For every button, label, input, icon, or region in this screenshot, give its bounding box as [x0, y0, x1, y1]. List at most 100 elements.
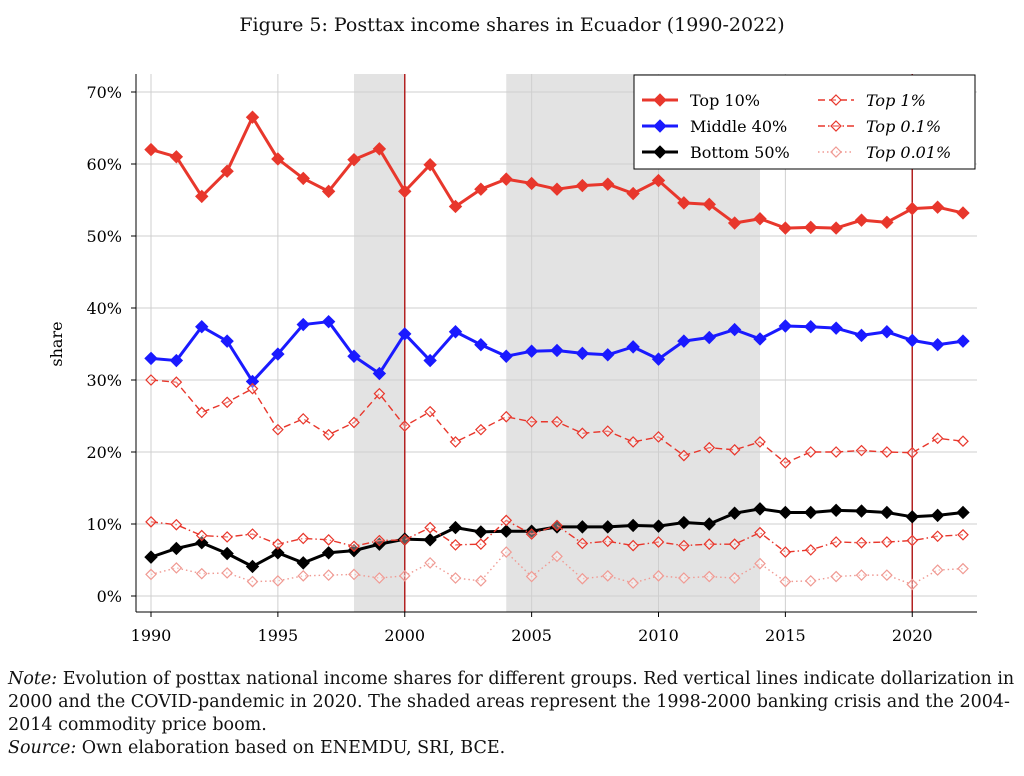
data-point — [372, 142, 387, 156]
y-tick-label: 40% — [86, 299, 122, 318]
data-point — [779, 546, 792, 558]
data-point — [296, 317, 310, 332]
data-point — [957, 528, 969, 541]
data-point — [626, 340, 640, 354]
legend-swatch-marker — [653, 145, 667, 159]
data-point — [576, 427, 589, 440]
data-point — [170, 376, 183, 389]
data-point — [652, 569, 665, 582]
data-point — [957, 562, 969, 575]
data-point — [601, 177, 615, 191]
legend-label: Top 0.1% — [866, 117, 941, 136]
data-point — [195, 529, 208, 542]
data-point — [601, 520, 615, 534]
data-point — [551, 519, 563, 532]
legend-swatch-marker — [653, 93, 667, 107]
data-point — [297, 413, 310, 425]
data-point — [804, 505, 818, 520]
data-point — [474, 525, 488, 539]
data-point — [778, 319, 793, 333]
data-point — [880, 325, 894, 339]
data-point — [398, 184, 412, 199]
data-point — [703, 538, 716, 551]
source-label: Source: — [8, 738, 77, 758]
data-point — [930, 508, 945, 523]
data-point — [500, 410, 513, 423]
data-point — [931, 530, 944, 543]
data-point — [220, 334, 234, 348]
data-point — [348, 568, 360, 581]
data-point — [144, 142, 158, 157]
data-point — [195, 567, 208, 580]
data-point — [195, 320, 209, 334]
data-point — [499, 349, 513, 363]
x-tick-label: 1990 — [131, 626, 172, 645]
data-point — [475, 575, 487, 587]
data-point — [398, 420, 411, 432]
data-point — [246, 382, 259, 395]
data-point — [854, 213, 869, 227]
data-point — [956, 505, 970, 520]
data-point — [322, 533, 335, 546]
y-tick-label: 20% — [86, 443, 122, 462]
data-point — [601, 348, 615, 362]
series-bottom-50- — [144, 502, 970, 574]
axes: 0% 10% 20% 30% 40% 50% 60% 70% 1990 1995 2000 2005 2… — [47, 74, 977, 645]
data-point — [145, 568, 157, 581]
data-point — [575, 346, 590, 361]
data-point — [271, 152, 285, 166]
legend: Top 10% Middle 40% Bottom 50% Top 1% Top 0.1… — [633, 74, 976, 170]
x-tick-label: 1995 — [258, 626, 299, 645]
data-point — [779, 456, 792, 469]
data-point — [854, 328, 869, 343]
data-point — [169, 150, 184, 164]
data-point — [931, 432, 944, 445]
data-point — [703, 441, 716, 454]
legend-label: Bottom 50% — [690, 143, 790, 162]
data-point — [727, 506, 742, 520]
data-point — [398, 533, 411, 546]
legend-swatch-marker — [830, 146, 842, 158]
data-point — [677, 515, 691, 530]
data-point — [905, 333, 919, 348]
data-point — [677, 196, 691, 210]
data-point — [524, 176, 539, 191]
data-point — [830, 570, 842, 583]
data-point — [195, 189, 209, 204]
data-point — [297, 532, 310, 545]
data-point — [297, 569, 310, 582]
data-point — [930, 200, 945, 214]
data-point — [424, 405, 436, 418]
data-point — [651, 352, 666, 366]
data-point — [525, 570, 538, 583]
data-point — [703, 570, 716, 583]
legend-swatch-marker — [830, 94, 842, 106]
legend-swatch-marker — [830, 120, 842, 132]
data-point — [881, 536, 893, 548]
x-tick-label: 2005 — [511, 626, 552, 645]
data-point — [525, 415, 538, 428]
data-point — [626, 186, 640, 201]
data-point — [322, 569, 335, 581]
legend-label: Middle 40% — [690, 117, 787, 136]
data-point — [854, 504, 869, 518]
x-tick-label: 2010 — [638, 626, 679, 645]
data-point — [348, 416, 360, 429]
series-middle-40- — [144, 314, 970, 389]
data-point — [677, 334, 691, 348]
data-point — [474, 338, 488, 352]
data-point — [348, 540, 360, 553]
data-point — [525, 528, 538, 540]
data-point — [195, 536, 209, 550]
legend-box — [633, 74, 976, 170]
data-point — [475, 423, 487, 436]
data-point — [652, 431, 665, 443]
data-point — [804, 220, 818, 235]
data-point — [550, 343, 564, 358]
data-point — [144, 550, 158, 564]
line-chart: 0% 10% 20% 30% 40% 50% 60% 70% 1990 1995 2000 2005 2… — [47, 74, 977, 645]
data-point — [652, 536, 665, 548]
data-point — [931, 564, 944, 576]
data-point — [728, 538, 741, 551]
data-point — [702, 197, 716, 212]
